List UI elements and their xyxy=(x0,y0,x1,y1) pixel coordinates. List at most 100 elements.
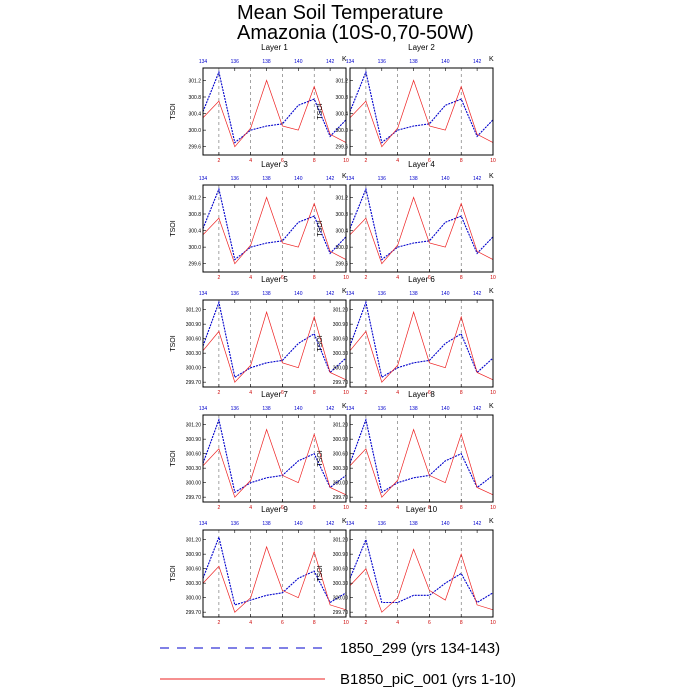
legend: 1850_299 (yrs 134-143) B1850_piC_001 (yr… xyxy=(160,640,516,688)
y-tick-label: 299.6 xyxy=(188,145,201,151)
y-tick-label: 301.20 xyxy=(186,538,202,544)
y-tick-label: 300.90 xyxy=(186,552,202,558)
y-tick-label: 301.20 xyxy=(333,308,349,314)
unit-label: K xyxy=(342,403,347,410)
plot-frame xyxy=(202,299,347,388)
x-tick-label-top: 134 xyxy=(346,521,355,527)
series-line-1850-299 xyxy=(349,70,494,144)
x-tick-label-bottom: 2 xyxy=(364,620,367,626)
x-tick-label-bottom: 2 xyxy=(217,158,220,164)
panel-title: Layer 6 xyxy=(408,275,435,284)
x-tick-label-top: 142 xyxy=(326,291,335,297)
series-line-b1850-picontrol xyxy=(202,545,347,613)
y-tick-label: 300.00 xyxy=(333,596,349,602)
x-tick-label-top: 134 xyxy=(346,59,355,65)
plot-frame xyxy=(202,184,347,273)
x-tick-label-bottom: 4 xyxy=(396,390,399,396)
x-tick-label-bottom: 8 xyxy=(313,620,316,626)
x-tick-label-top: 136 xyxy=(378,291,387,297)
x-tick-label-bottom: 10 xyxy=(490,620,496,626)
series-line-1850-299 xyxy=(202,187,347,261)
x-tick-label-bottom: 4 xyxy=(249,505,252,511)
y-tick-label: 300.8 xyxy=(335,95,348,101)
y-tick-label: 299.70 xyxy=(333,495,349,501)
x-tick-label-top: 136 xyxy=(378,59,387,65)
plot-frame xyxy=(349,67,494,156)
unit-label: K xyxy=(489,173,494,180)
x-tick-label-bottom: 4 xyxy=(396,620,399,626)
series-line-1850-299 xyxy=(202,70,347,144)
x-tick-label-bottom: 6 xyxy=(428,158,431,164)
series-line-1850-299 xyxy=(349,187,494,261)
y-tick-label: 300.30 xyxy=(333,581,349,587)
series-line-1850-299 xyxy=(349,417,494,494)
y-axis-label: TSOI xyxy=(170,335,177,351)
x-tick-label-top: 140 xyxy=(294,176,303,182)
plot-frame xyxy=(349,529,494,618)
chart-panel-2: Layer 2 K 2 4 6 8 10 134 136 138 140 142 299.6 300.0 3… xyxy=(317,43,496,164)
y-tick-label: 300.00 xyxy=(333,366,349,372)
y-tick-label: 300.00 xyxy=(186,366,202,372)
y-tick-label: 301.2 xyxy=(335,78,348,84)
x-tick-label-bottom: 6 xyxy=(281,275,284,281)
x-tick-label-bottom: 6 xyxy=(428,505,431,511)
x-tick-label-top: 134 xyxy=(199,59,208,65)
series-line-b1850-picontrol xyxy=(349,548,494,613)
y-tick-label: 300.4 xyxy=(188,112,201,118)
y-tick-label: 299.6 xyxy=(335,145,348,151)
x-tick-label-top: 140 xyxy=(441,406,450,412)
y-tick-label: 300.0 xyxy=(335,128,348,134)
x-tick-label-top: 134 xyxy=(199,521,208,527)
x-tick-label-bottom: 8 xyxy=(460,275,463,281)
unit-label: K xyxy=(489,56,494,63)
x-tick-label-bottom: 8 xyxy=(313,158,316,164)
plot-frame xyxy=(202,67,347,156)
y-tick-label: 300.8 xyxy=(188,212,201,218)
series-line-1850-299 xyxy=(349,300,494,379)
y-tick-label: 301.20 xyxy=(186,423,202,429)
unit-label: K xyxy=(489,518,494,525)
y-axis-label: TSOI xyxy=(317,450,324,466)
panel-title: Layer 8 xyxy=(408,390,435,399)
y-tick-label: 300.00 xyxy=(186,596,202,602)
y-tick-label: 299.6 xyxy=(335,262,348,268)
x-tick-label-bottom: 10 xyxy=(490,390,496,396)
x-tick-label-top: 142 xyxy=(473,291,482,297)
x-tick-label-top: 136 xyxy=(378,521,387,527)
x-tick-label-top: 142 xyxy=(473,59,482,65)
series-line-1850-299 xyxy=(202,300,347,379)
x-tick-label-top: 140 xyxy=(294,521,303,527)
x-tick-label-top: 138 xyxy=(409,291,418,297)
y-axis-label: TSOI xyxy=(317,335,324,351)
chart-panel-1: Layer 1 K 2 4 6 8 10 134 136 138 140 142 299.6 300.0 3… xyxy=(170,43,349,164)
y-tick-label: 300.60 xyxy=(333,337,349,343)
series-line-b1850-picontrol xyxy=(202,196,347,265)
legend-label-series-b: B1850_piC_001 (yrs 1-10) xyxy=(340,671,516,688)
chart-panel-10: Layer 10 K 2 4 6 8 10 134 136 138 140 142 299.70 300.… xyxy=(317,505,496,626)
x-tick-label-top: 134 xyxy=(346,291,355,297)
unit-label: K xyxy=(342,173,347,180)
chart-panel-8: Layer 8 K 2 4 6 8 10 134 136 138 140 142 299.70 300.0… xyxy=(317,390,496,511)
y-tick-label: 299.70 xyxy=(186,380,202,386)
chart-panel-3: Layer 3 K 2 4 6 8 10 134 136 138 140 142 299.6 300.0 3… xyxy=(170,160,349,281)
x-tick-label-bottom: 2 xyxy=(364,158,367,164)
x-tick-label-bottom: 6 xyxy=(428,275,431,281)
x-tick-label-top: 136 xyxy=(231,291,240,297)
x-tick-label-top: 136 xyxy=(231,521,240,527)
y-tick-label: 300.60 xyxy=(186,337,202,343)
panel-title: Layer 9 xyxy=(261,505,288,514)
plot-frame xyxy=(349,299,494,388)
y-axis-label: TSOI xyxy=(317,565,324,581)
x-tick-label-bottom: 10 xyxy=(343,390,349,396)
y-tick-label: 300.30 xyxy=(333,351,349,357)
y-axis-label: TSOI xyxy=(170,103,177,119)
x-tick-label-bottom: 6 xyxy=(281,390,284,396)
x-tick-label-bottom: 6 xyxy=(281,620,284,626)
x-tick-label-top: 140 xyxy=(294,406,303,412)
series-line-1850-299 xyxy=(349,537,494,604)
chart-panel-6: Layer 6 K 2 4 6 8 10 134 136 138 140 142 299.70 300.0… xyxy=(317,275,496,396)
x-tick-label-bottom: 4 xyxy=(396,505,399,511)
chart-panel-9: Layer 9 K 2 4 6 8 10 134 136 138 140 142 299.70 300.0… xyxy=(170,505,349,626)
x-tick-label-bottom: 2 xyxy=(364,275,367,281)
